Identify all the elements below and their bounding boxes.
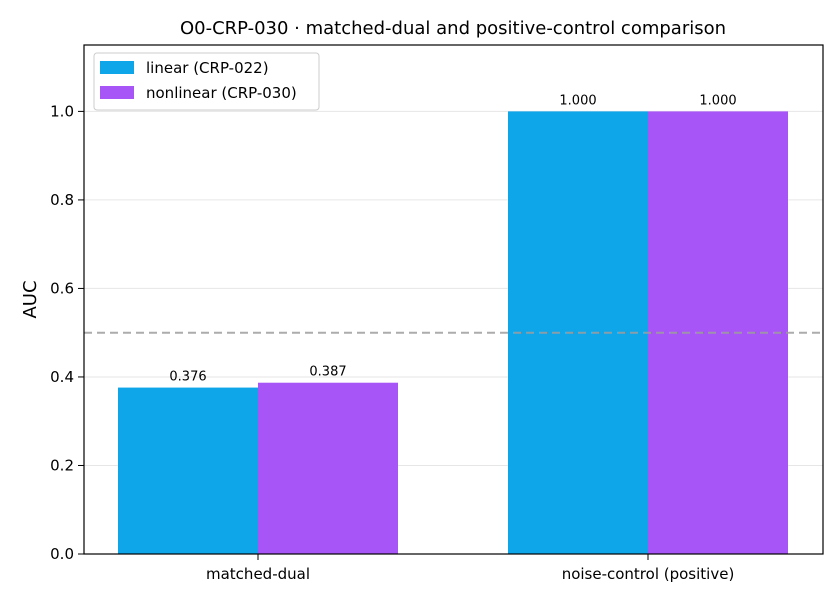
data-labels: 0.376 0.387 1.000 1.000 xyxy=(169,93,736,384)
y-tick-label: 1.0 xyxy=(50,102,74,120)
chart-title: O0-CRP-030 · matched-dual and positive-c… xyxy=(180,18,726,39)
bar xyxy=(118,387,258,554)
axes xyxy=(83,44,824,555)
y-tick-label: 0.2 xyxy=(50,456,74,474)
legend: linear (CRP-022) nonlinear (CRP-030) xyxy=(93,52,320,111)
x-tick-label: noise-control (positive) xyxy=(562,565,735,583)
data-label: 1.000 xyxy=(699,93,736,108)
x-axis-ticks: matched-dual noise-control (positive) xyxy=(206,554,734,583)
x-tick-label: matched-dual xyxy=(206,565,310,583)
y-tick-label: 0.4 xyxy=(50,368,74,386)
legend-swatch xyxy=(100,86,134,99)
data-label: 0.387 xyxy=(309,365,346,380)
data-label: 1.000 xyxy=(559,93,596,108)
y-axis-label: AUC xyxy=(20,280,41,318)
y-tick-label: 0.8 xyxy=(50,191,74,209)
data-label: 0.376 xyxy=(169,370,206,385)
bar xyxy=(258,382,398,554)
legend-label: linear (CRP-022) xyxy=(146,59,269,77)
legend-swatch xyxy=(100,61,134,74)
legend-label: nonlinear (CRP-030) xyxy=(146,84,297,102)
plot-frame xyxy=(83,44,824,555)
legend-box xyxy=(93,52,320,111)
y-tick-label: 0.0 xyxy=(50,545,74,563)
y-axis-ticks: 0.0 0.2 0.4 0.6 0.8 1.0 xyxy=(50,102,84,563)
y-tick-label: 0.6 xyxy=(50,279,74,297)
